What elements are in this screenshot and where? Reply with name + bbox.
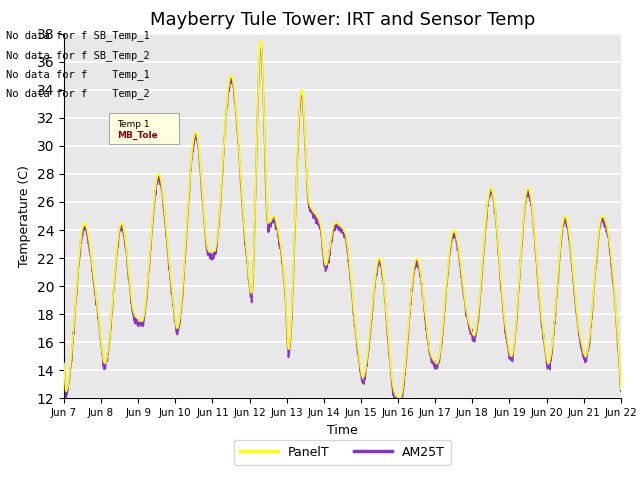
Legend: PanelT, AM25T: PanelT, AM25T bbox=[234, 440, 451, 465]
Text: No data for f    Temp_2: No data for f Temp_2 bbox=[6, 88, 150, 99]
Text: No data for f    Temp_1: No data for f Temp_1 bbox=[6, 69, 150, 80]
Y-axis label: Temperature (C): Temperature (C) bbox=[18, 165, 31, 267]
Text: Temp 1: Temp 1 bbox=[117, 120, 150, 129]
Text: No data for f SB_Temp_1: No data for f SB_Temp_1 bbox=[6, 30, 150, 41]
Title: Mayberry Tule Tower: IRT and Sensor Temp: Mayberry Tule Tower: IRT and Sensor Temp bbox=[150, 11, 535, 29]
Text: MB_Tole: MB_Tole bbox=[117, 131, 158, 140]
X-axis label: Time: Time bbox=[327, 424, 358, 437]
Text: No data for f SB_Temp_2: No data for f SB_Temp_2 bbox=[6, 49, 150, 60]
